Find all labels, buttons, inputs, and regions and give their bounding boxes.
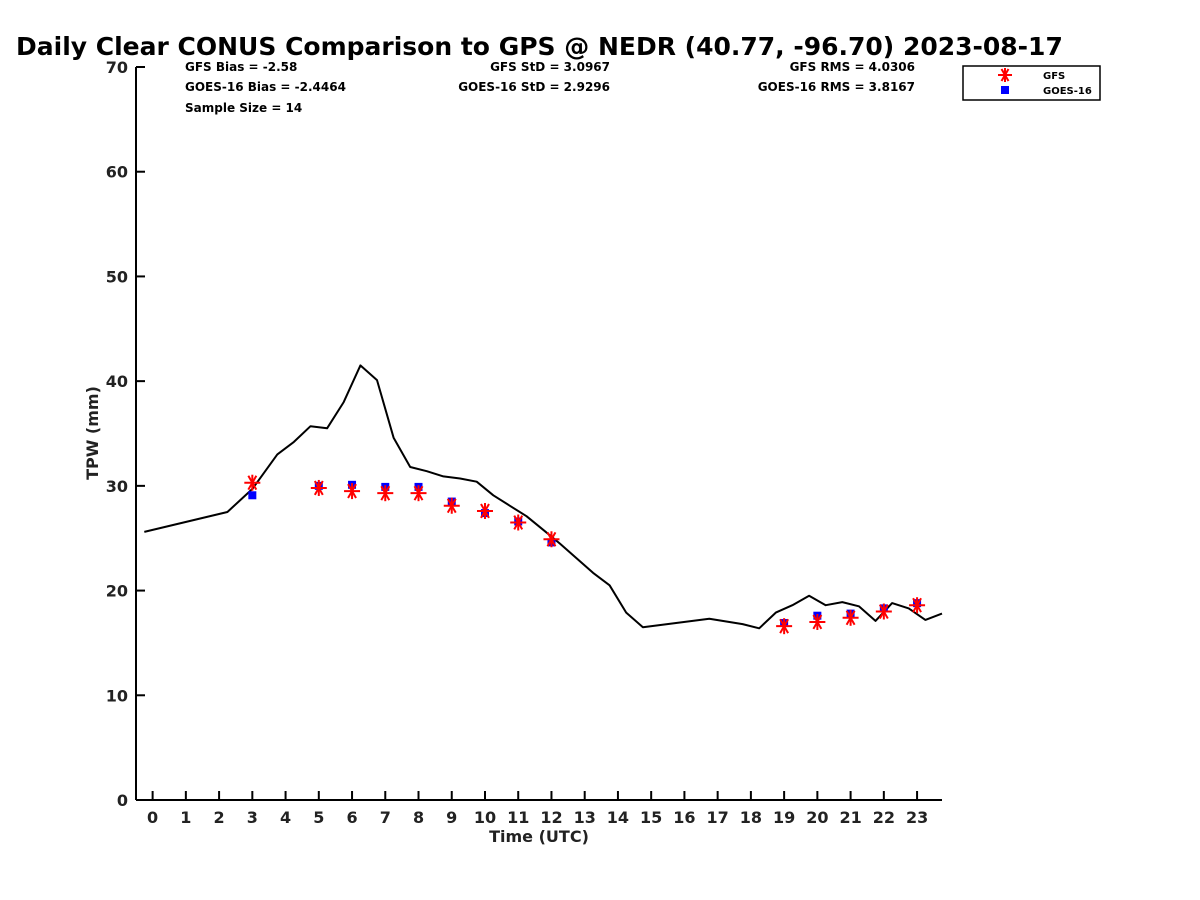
stats-annotations: GFS Bias = -2.58 GOES-16 Bias = -2.4464 … [185, 60, 915, 115]
x-tick-label: 21 [839, 808, 861, 827]
gfs-point [842, 609, 859, 626]
x-tick-label: 23 [906, 808, 928, 827]
gfs-point [410, 485, 427, 502]
legend-gfs-asterisk-icon [998, 68, 1012, 82]
x-tick-label: 1 [180, 808, 191, 827]
gfs-point [443, 497, 460, 514]
x-tick-label: 7 [380, 808, 391, 827]
legend-asterisk [998, 68, 1012, 82]
y-tick-label: 30 [106, 477, 128, 496]
gfs-point [377, 485, 394, 502]
y-tick-label: 60 [106, 163, 128, 182]
x-tick-label: 3 [247, 808, 258, 827]
x-tick-label: 5 [313, 808, 324, 827]
x-tick-label: 20 [806, 808, 828, 827]
x-tick-label: 15 [640, 808, 662, 827]
plot-area [144, 364, 943, 635]
gfs-point [909, 597, 926, 614]
x-tick-label: 12 [540, 808, 562, 827]
legend-box [962, 65, 1101, 101]
x-tick-label: 18 [740, 808, 762, 827]
gfs-rms-text: GFS RMS = 4.0306 [790, 60, 915, 74]
x-tick-label: 13 [574, 808, 596, 827]
gfs-std-text: GFS StD = 3.0967 [490, 60, 610, 74]
gfs-point [476, 502, 493, 519]
x-tick-label: 10 [474, 808, 496, 827]
x-tick-label: 22 [873, 808, 895, 827]
gps-tpw-line [144, 364, 943, 630]
x-tick-label: 4 [280, 808, 291, 827]
sample-size-text: Sample Size = 14 [185, 101, 302, 115]
legend-goes-square-icon [1001, 86, 1009, 94]
x-tick-label: 14 [607, 808, 629, 827]
x-tick-label: 11 [507, 808, 529, 827]
goes-rms-text: GOES-16 RMS = 3.8167 [758, 80, 915, 94]
legend-gfs-label: GFS [1043, 71, 1065, 82]
y-tick-label: 50 [106, 267, 128, 286]
goes-bias-text: GOES-16 Bias = -2.4464 [185, 80, 346, 94]
gfs-point [510, 514, 527, 531]
x-tick-label: 2 [214, 808, 225, 827]
goes-std-text: GOES-16 StD = 2.9296 [458, 80, 610, 94]
legend: GFS GOES-16 [962, 65, 1101, 101]
x-tick-label: 0 [147, 808, 158, 827]
x-axis-label: Time (UTC) [489, 827, 589, 846]
axes [135, 66, 942, 801]
x-tick-label: 9 [446, 808, 457, 827]
x-tick-label: 16 [673, 808, 695, 827]
y-axis-label: TPW (mm) [83, 386, 102, 480]
gfs-point [244, 474, 261, 491]
y-tick-label: 20 [106, 582, 128, 601]
x-tick-label: 6 [346, 808, 357, 827]
goes16-point [248, 491, 257, 500]
y-tick-label: 10 [106, 686, 128, 705]
gfs-point [809, 613, 826, 630]
gfs-point [543, 531, 560, 548]
y-tick-label: 0 [117, 791, 128, 810]
gfs-point [344, 483, 361, 500]
y-tick-label: 70 [106, 58, 128, 77]
chart-title: Daily Clear CONUS Comparison to GPS @ NE… [16, 32, 1063, 61]
gfs-point [310, 479, 327, 496]
y-tick-label: 40 [106, 372, 128, 391]
gfs-point [776, 618, 793, 635]
legend-goes-label: GOES-16 [1043, 86, 1092, 97]
gfs-bias-text: GFS Bias = -2.58 [185, 60, 297, 74]
x-tick-label: 19 [773, 808, 795, 827]
gfs-point [875, 603, 892, 620]
x-tick-label: 8 [413, 808, 424, 827]
x-tick-label: 17 [707, 808, 729, 827]
